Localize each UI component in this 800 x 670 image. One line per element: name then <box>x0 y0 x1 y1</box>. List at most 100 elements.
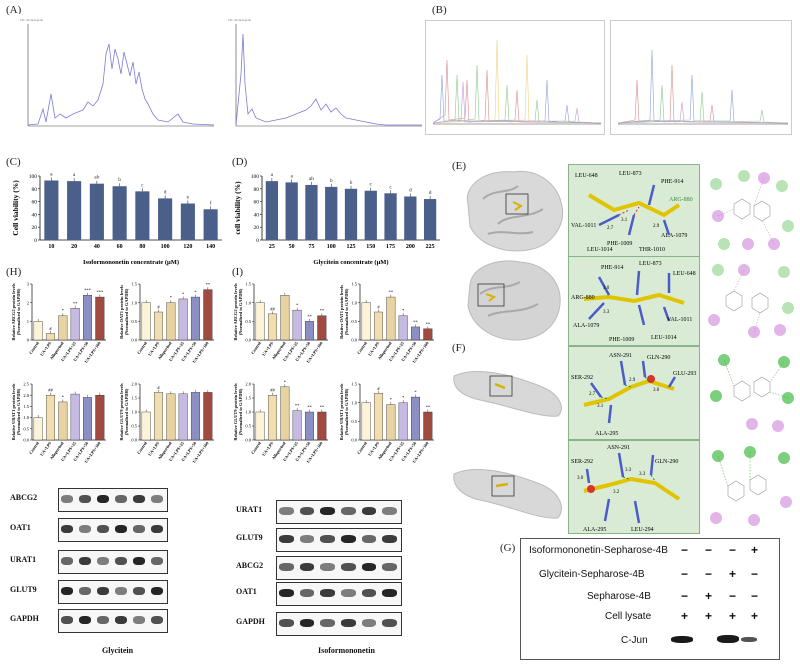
bar <box>423 328 433 341</box>
blot-h-label-3: URAT1 <box>10 555 37 564</box>
blot-band <box>299 563 315 571</box>
bar <box>373 311 384 341</box>
y-axis-label-sub: (Normalized to GAPDH) <box>124 388 129 435</box>
blot-i-caption: Isoformononetin <box>318 646 375 655</box>
y-tick-label: 60 <box>32 200 38 206</box>
sig-mark: ** <box>320 405 325 410</box>
blot-band <box>279 507 294 515</box>
blot-band <box>97 616 109 624</box>
x-tick-label: 60 <box>117 244 123 250</box>
sig-mark: # <box>157 385 160 390</box>
y-tick-label: 1.5 <box>245 282 251 287</box>
blot-h-label-2: OAT1 <box>10 523 31 532</box>
x-tick-label: 200 <box>406 244 415 250</box>
bar <box>33 417 43 441</box>
blot-band <box>361 535 377 543</box>
g-band-4 <box>741 637 757 642</box>
sig-mark: *** <box>96 290 104 295</box>
g-sign: − <box>705 567 713 581</box>
bar <box>153 392 164 441</box>
x-tick-label: 120 <box>183 244 192 250</box>
y-tick-label: 80 <box>32 187 38 193</box>
res-e1-7: THR-1010 <box>639 247 665 253</box>
bar <box>384 193 397 240</box>
g-sign: + <box>729 567 737 581</box>
y-tick-label: 2 <box>27 300 29 305</box>
res-f2-3: ALA-295 <box>583 527 606 533</box>
blot-band <box>133 557 145 565</box>
y-tick-label: 0.5 <box>351 319 357 324</box>
panel-label-b: (B) <box>432 4 447 16</box>
sig-mark: * <box>414 390 417 395</box>
y-tick-label: 100 <box>251 174 260 180</box>
blot-band <box>279 535 294 543</box>
x-tick-label: Control <box>136 340 149 355</box>
bar <box>304 411 315 441</box>
blot-band <box>61 525 73 533</box>
y-axis-label: cell viability (%) <box>233 181 242 235</box>
g-band-3 <box>717 635 739 643</box>
blot-i-label-3: ABCG2 <box>236 561 264 570</box>
g-sign: − <box>729 543 737 557</box>
panel-label-c: (C) <box>6 156 21 168</box>
sig-mark: ** <box>426 405 431 410</box>
x-tick-label: 40 <box>94 244 100 250</box>
bar <box>317 315 327 341</box>
y-tick-label: 0.0 <box>23 438 29 443</box>
blot-strip <box>58 609 168 633</box>
res-f2-4: LEU-294 <box>631 527 654 533</box>
blot-strip <box>58 580 168 604</box>
y-tick-label: 1.5 <box>351 282 357 287</box>
x-tick-label: Control <box>250 440 263 455</box>
panel-label-f: (F) <box>452 342 466 354</box>
res-e2-3: ARG-880 <box>571 295 595 301</box>
bar <box>361 402 371 441</box>
sig-letter: a <box>73 172 76 178</box>
res-e1-4: VAL-1011 <box>571 223 596 229</box>
chart-i-urat1: 0.00.51.01.5Control#UA+LPS*Allopurinol*U… <box>339 382 434 464</box>
blot-band <box>151 495 163 503</box>
sig-mark: # <box>377 305 380 310</box>
blot-i-label-5: GAPDH <box>236 617 265 626</box>
blot-h-caption: Glycitein <box>102 646 134 655</box>
sig-mark: ** <box>389 290 394 295</box>
panel-label-e: (E) <box>452 160 467 172</box>
y-tick-label: 1.0 <box>245 300 251 305</box>
bar <box>398 402 408 441</box>
sig-mark: * <box>170 295 173 300</box>
g-sign: + <box>705 589 713 603</box>
sig-letter: d <box>429 190 432 196</box>
bar <box>292 309 302 341</box>
y-tick-label: 20 <box>32 225 38 231</box>
blot-h-label-5: GAPDH <box>10 614 39 623</box>
y-tick-label: 0.5 <box>23 426 29 431</box>
bar <box>404 196 417 240</box>
bar <box>386 296 396 341</box>
g-sign: − <box>751 567 759 581</box>
y-axis-label-sub: (Normalized to GAPDH) <box>238 388 243 435</box>
res-e1-6: PHE-1009 <box>607 241 632 247</box>
chromatogram-a2: TIC chromatogram <box>226 14 426 138</box>
g-sign: − <box>681 567 689 581</box>
g-row-3: Cell lysate <box>605 611 652 622</box>
blot-strip <box>276 556 402 580</box>
bar <box>190 296 201 341</box>
blot-band <box>382 507 397 515</box>
dist-f2-1: 3.3 <box>639 472 646 477</box>
bar <box>373 393 384 441</box>
blot-strip <box>276 528 402 552</box>
x-tick-label: 100 <box>327 244 336 250</box>
interaction-2d-e2 <box>708 264 794 338</box>
sig-letter: d <box>164 189 167 195</box>
x-tick-label: 10 <box>48 244 54 250</box>
x-tick-label: 80 <box>139 244 145 250</box>
y-tick-label: 0 <box>256 238 259 244</box>
blot-i-label-2: GLUT9 <box>236 533 263 542</box>
blot-band <box>97 557 109 565</box>
g-sign: + <box>751 543 759 557</box>
x-axis-label: Glycitein concentrate (μM) <box>313 259 388 266</box>
x-axis-label: Isoformononetin concentrate (μM) <box>83 259 179 266</box>
bar <box>361 302 371 341</box>
y-tick-label: 1.5 <box>351 382 357 387</box>
sig-mark: ** <box>307 314 312 319</box>
